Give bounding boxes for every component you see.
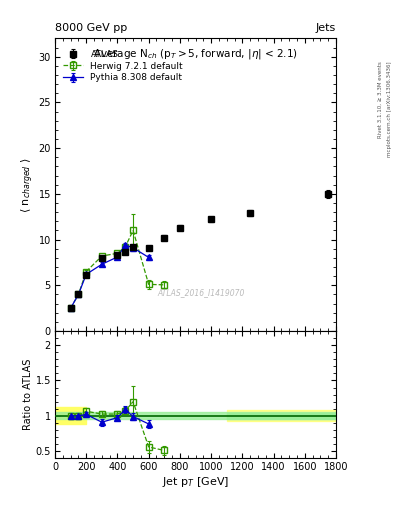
Text: Jets: Jets	[316, 23, 336, 33]
Y-axis label: $\langle$ n$_{charged}$ $\rangle$: $\langle$ n$_{charged}$ $\rangle$	[19, 157, 36, 213]
Y-axis label: Ratio to ATLAS: Ratio to ATLAS	[23, 359, 33, 430]
Legend: ATLAS, Herwig 7.2.1 default, Pythia 8.308 default: ATLAS, Herwig 7.2.1 default, Pythia 8.30…	[61, 47, 186, 85]
Text: ATLAS_2016_I1419070: ATLAS_2016_I1419070	[158, 288, 245, 297]
Text: mcplots.cern.ch [arXiv:1306.3436]: mcplots.cern.ch [arXiv:1306.3436]	[387, 61, 391, 157]
Text: Rivet 3.1.10, ≥ 3.3M events: Rivet 3.1.10, ≥ 3.3M events	[378, 61, 383, 138]
X-axis label: Jet p$_T$ [GeV]: Jet p$_T$ [GeV]	[162, 475, 229, 489]
Text: 8000 GeV pp: 8000 GeV pp	[55, 23, 127, 33]
Text: Average N$_{ch}$ (p$_T$$>$5, forward, $|\eta|$ < 2.1): Average N$_{ch}$ (p$_T$$>$5, forward, $|…	[93, 47, 298, 61]
